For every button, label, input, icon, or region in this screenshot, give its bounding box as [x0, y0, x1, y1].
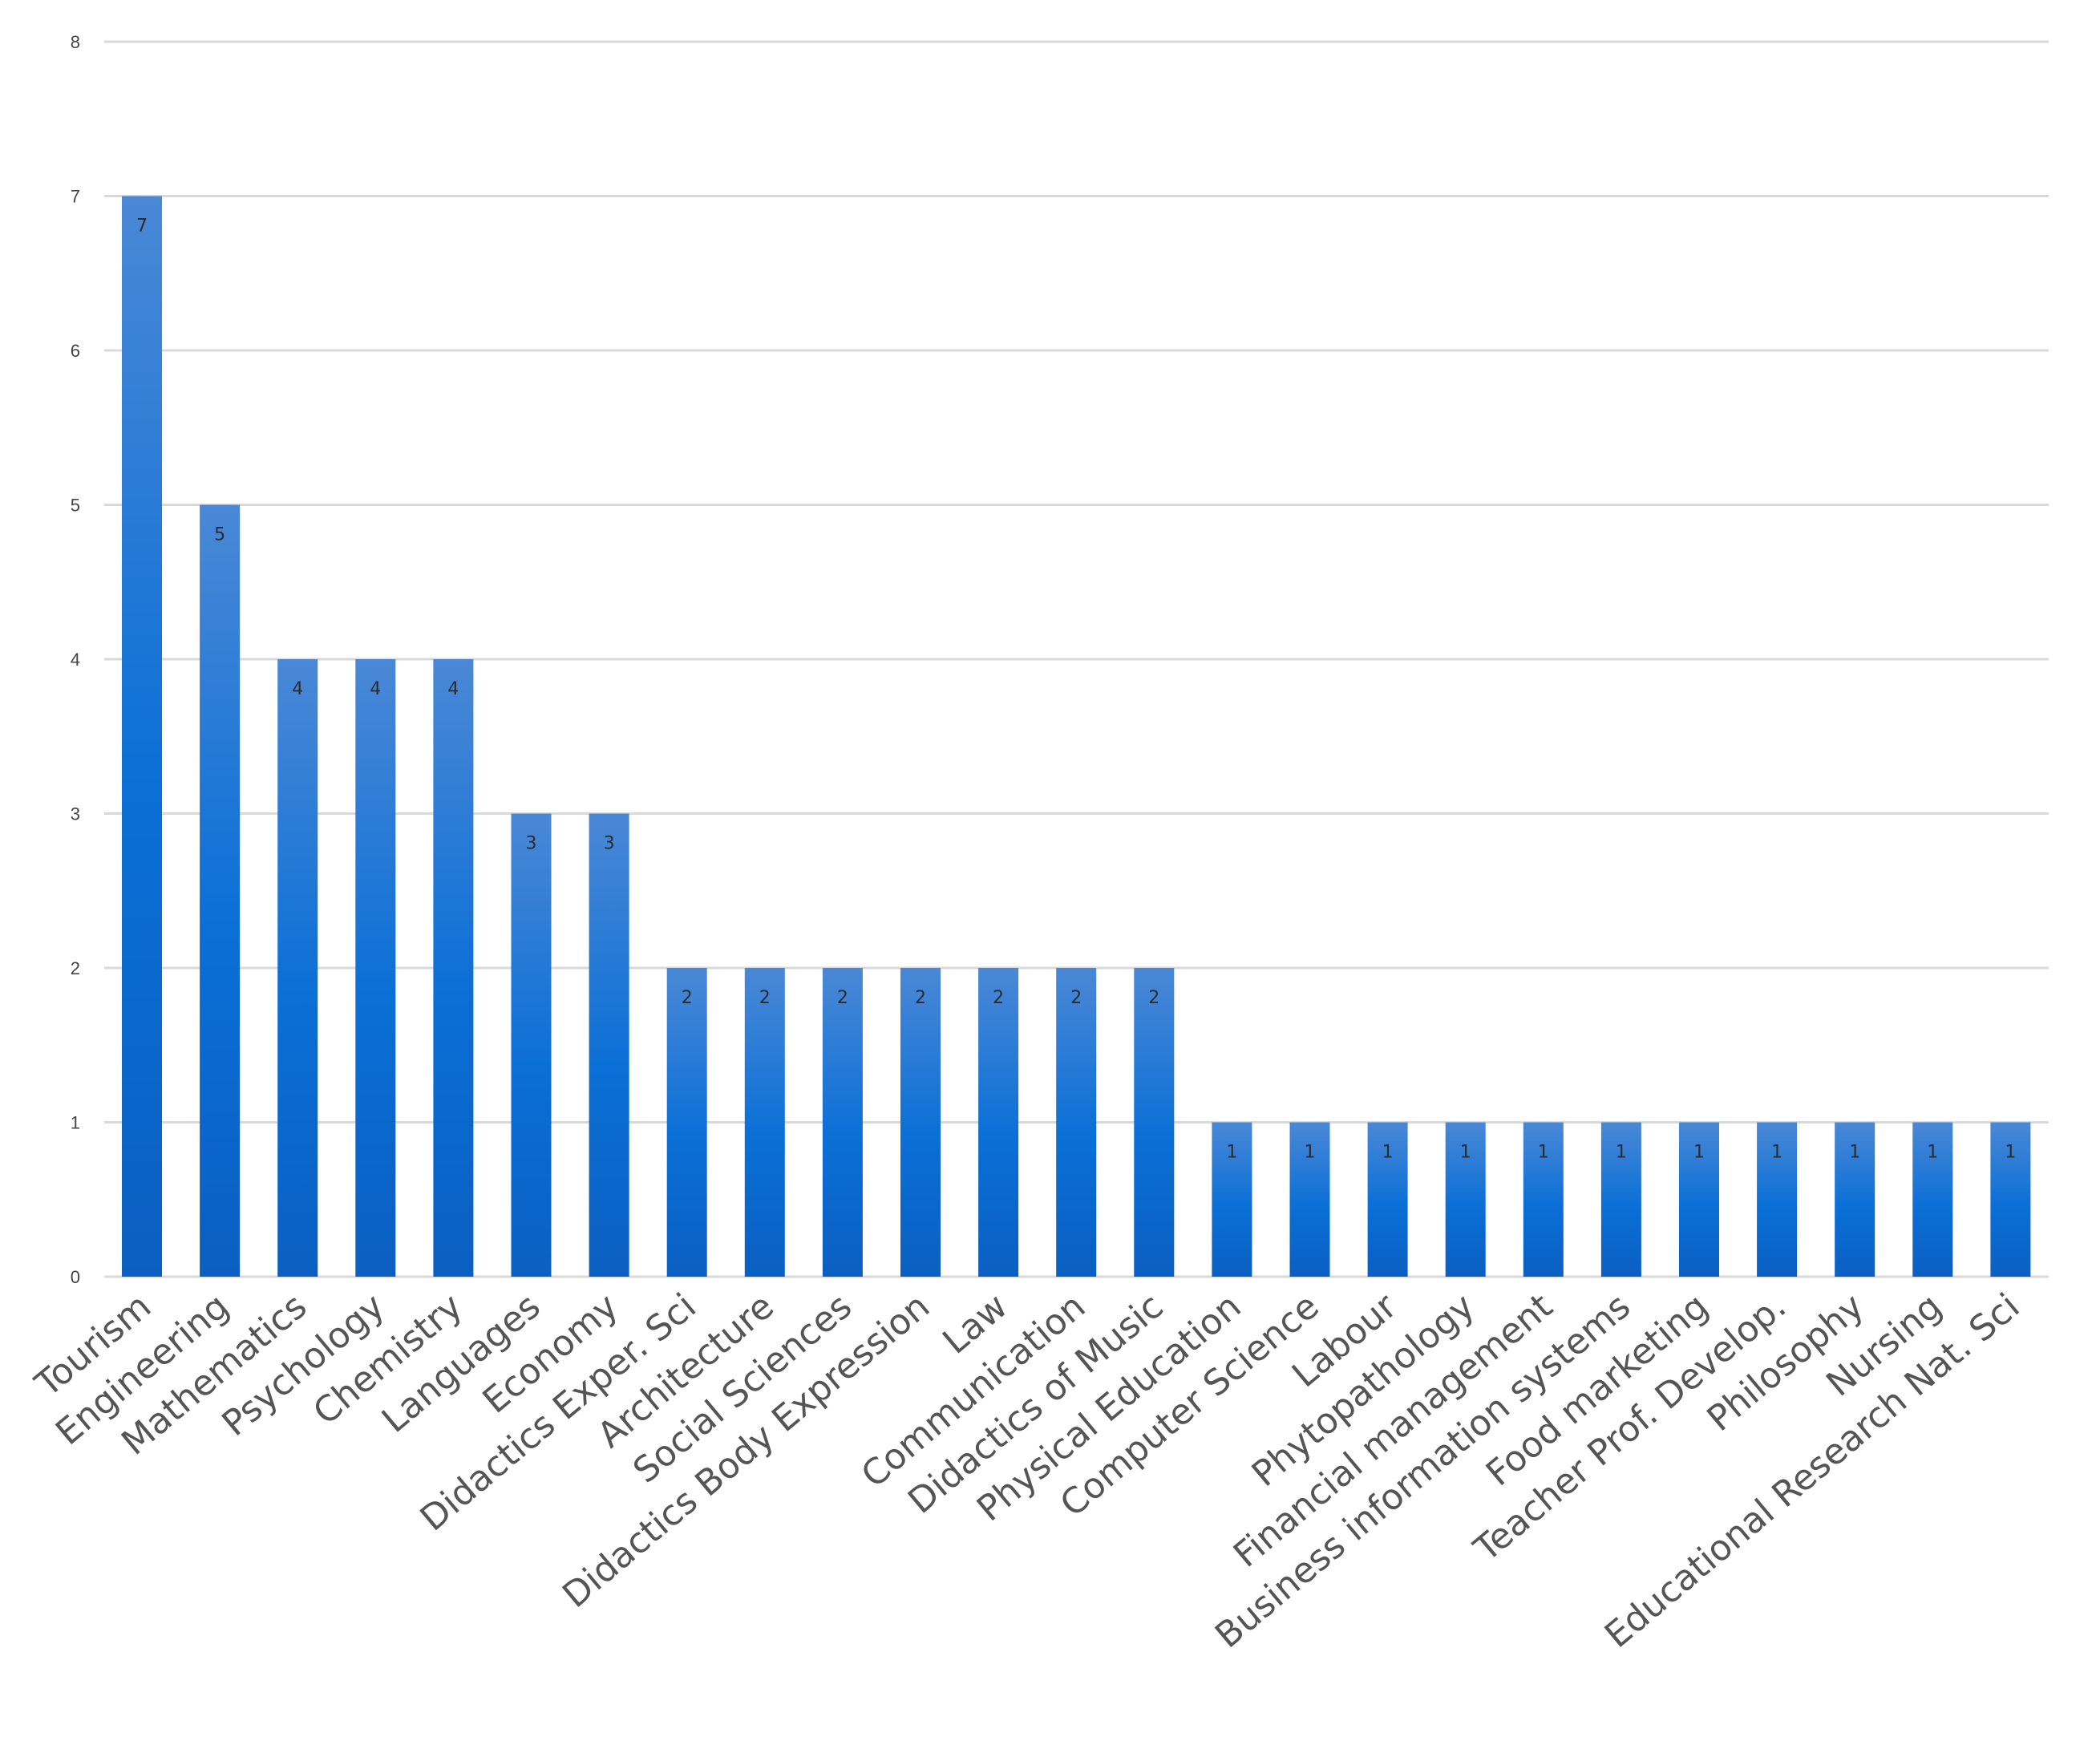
bar — [277, 659, 318, 1277]
data-label: 1 — [1305, 1143, 1316, 1163]
bar — [1835, 1122, 1875, 1277]
data-label: 1 — [1226, 1143, 1237, 1163]
data-label: 1 — [1693, 1143, 1705, 1163]
y-tick-label: 8 — [71, 32, 80, 52]
data-label: 2 — [682, 988, 693, 1008]
bar — [1912, 1122, 1953, 1277]
data-label: 1 — [2005, 1143, 2016, 1163]
bar — [1600, 1122, 1641, 1277]
bar — [1445, 1122, 1486, 1277]
bar — [1367, 1122, 1408, 1277]
data-label: 2 — [993, 988, 1004, 1008]
data-label: 4 — [292, 679, 303, 699]
y-tick-label: 4 — [71, 650, 80, 670]
y-axis-tick-labels: 0 1 2 3 4 5 6 7 8 — [71, 32, 80, 1287]
data-labels: 7 5 4 4 4 3 3 2 2 2 2 2 2 2 1 1 1 1 1 1 1 1 1 1 1 — [136, 217, 2016, 1163]
gridlines — [104, 40, 2049, 1278]
data-label: 1 — [1382, 1143, 1394, 1163]
data-label: 1 — [1771, 1143, 1782, 1163]
data-label: 3 — [604, 834, 615, 854]
bar — [744, 968, 785, 1277]
bars — [122, 196, 2031, 1277]
data-label: 2 — [837, 988, 848, 1008]
data-label: 5 — [214, 525, 225, 545]
bar — [1289, 1122, 1330, 1277]
data-label: 2 — [1148, 988, 1159, 1008]
data-label: 1 — [1849, 1143, 1860, 1163]
y-tick-label: 3 — [71, 804, 80, 824]
y-tick-label: 5 — [71, 496, 80, 516]
bar — [589, 813, 629, 1277]
y-tick-label: 2 — [71, 958, 80, 978]
data-label: 4 — [370, 679, 381, 699]
bar — [433, 659, 474, 1277]
data-label: 1 — [1460, 1143, 1471, 1163]
data-label: 3 — [526, 834, 537, 854]
data-label: 1 — [1538, 1143, 1549, 1163]
bar — [1990, 1122, 2031, 1277]
x-axis-tick-labels: TourismEngineeringMathematicsPsychologyC… — [27, 1286, 2027, 1657]
bar — [122, 196, 162, 1277]
data-label: 1 — [1616, 1143, 1627, 1163]
data-label: 2 — [1070, 988, 1082, 1008]
bar — [1679, 1122, 1719, 1277]
y-tick-label: 0 — [71, 1267, 80, 1287]
y-tick-label: 6 — [71, 341, 80, 361]
bar — [1134, 968, 1175, 1277]
y-tick-label: 1 — [71, 1113, 80, 1133]
data-label: 2 — [915, 988, 926, 1008]
bar — [1056, 968, 1097, 1277]
y-tick-label: 7 — [71, 187, 80, 207]
bar — [355, 659, 396, 1277]
data-label: 4 — [447, 679, 459, 699]
data-label: 1 — [1927, 1143, 1938, 1163]
bar — [200, 504, 241, 1277]
data-label: 2 — [759, 988, 771, 1008]
bar — [1523, 1122, 1564, 1277]
bar — [978, 968, 1019, 1277]
bar — [1757, 1122, 1798, 1277]
bar — [1212, 1122, 1252, 1277]
bar — [822, 968, 863, 1277]
bar — [511, 813, 552, 1277]
bar — [900, 968, 941, 1277]
bar — [666, 968, 707, 1277]
data-label: 7 — [136, 217, 148, 237]
